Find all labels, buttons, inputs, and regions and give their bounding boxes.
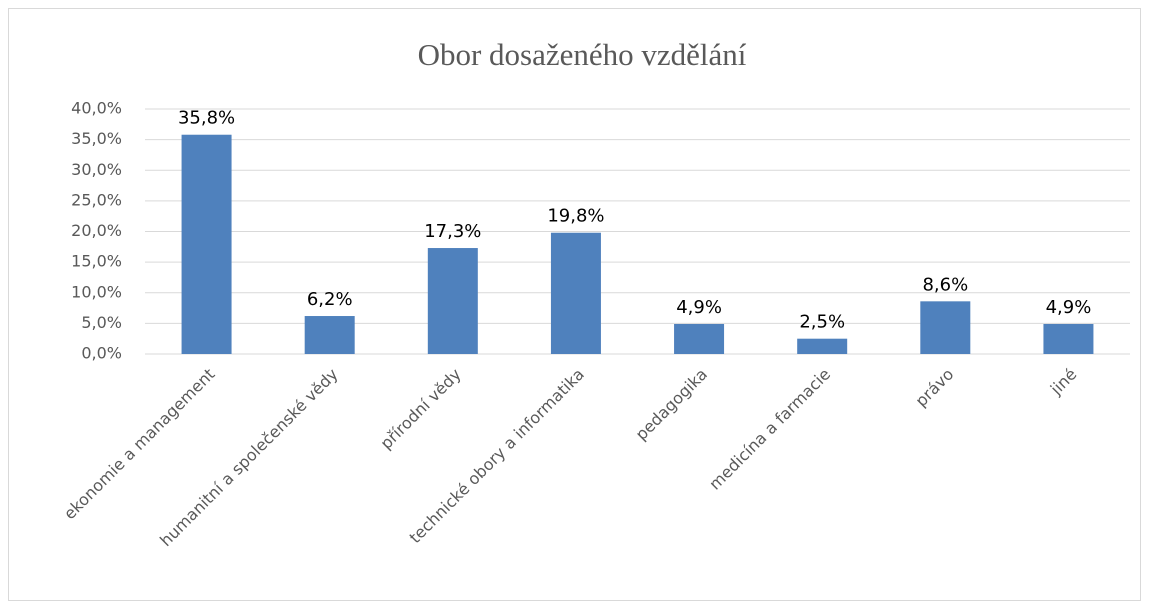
y-tick-label: 10,0% [71,282,122,301]
bar [920,301,971,354]
y-tick-label: 0,0% [81,344,122,363]
value-label: 17,3% [424,221,481,242]
y-tick-label: 25,0% [71,190,122,209]
bar [550,232,601,354]
bar [427,248,478,354]
value-label: 2,5% [799,312,845,333]
value-label: 35,8% [178,108,235,129]
value-label: 6,2% [307,289,353,310]
bar [1043,323,1094,354]
bar [674,323,725,354]
bar [181,134,232,354]
chart-title: Obor dosaženého vzdělání [418,37,747,72]
bar [304,316,355,354]
y-tick-label: 15,0% [71,252,122,271]
y-tick-label: 35,0% [71,129,122,148]
bar [797,338,848,354]
y-tick-label: 30,0% [71,160,122,179]
value-label: 8,6% [922,274,968,295]
value-label: 4,9% [1046,297,1092,318]
value-label: 19,8% [547,206,604,227]
y-tick-label: 40,0% [71,99,122,118]
value-label: 4,9% [676,297,722,318]
y-tick-label: 5,0% [81,313,122,332]
y-tick-label: 20,0% [71,221,122,240]
